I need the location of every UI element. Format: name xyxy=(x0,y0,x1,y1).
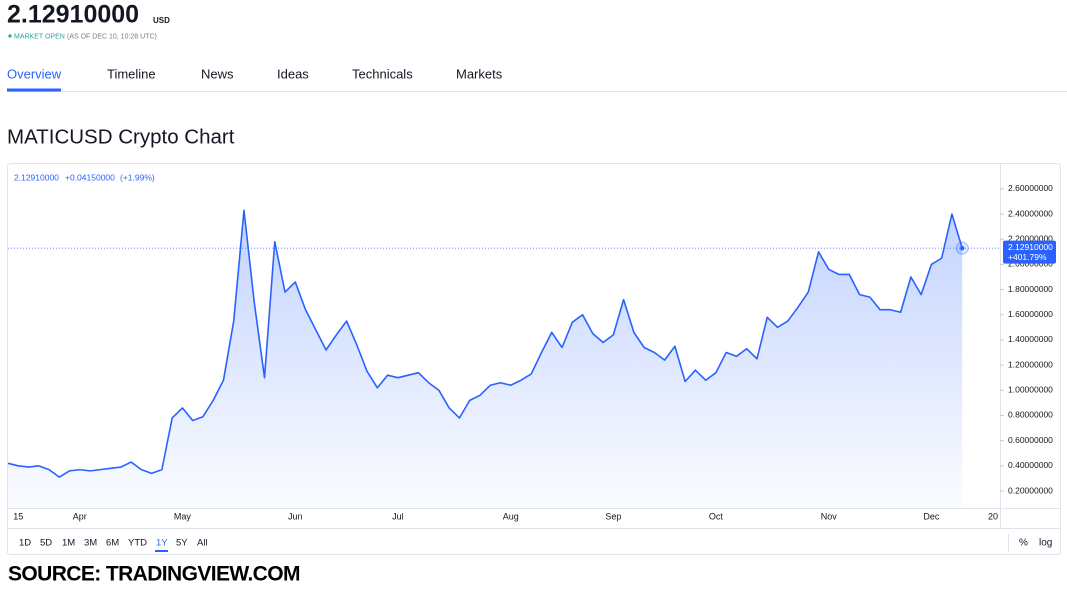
x-tick-label: Nov xyxy=(821,511,838,521)
legend-change: +0.04150000 xyxy=(65,172,115,182)
x-tick-label: Sep xyxy=(605,511,621,521)
range-button[interactable]: 1M xyxy=(62,538,75,549)
range-button[interactable]: 3M xyxy=(84,538,97,549)
last-point xyxy=(959,245,965,251)
market-status: MARKET OPEN xyxy=(14,33,65,40)
price-line xyxy=(7,209,963,478)
as-of: (AS OF DEC 10, 10:28 UTC) xyxy=(67,33,157,40)
source: SOURCE: TRADINGVIEW.COM xyxy=(8,563,300,586)
y-tick-label: 1.40000000 xyxy=(1008,334,1053,344)
last-change-label: +401.79% xyxy=(1008,252,1047,262)
y-tick-label: 0.20000000 xyxy=(1008,485,1053,495)
y-tick-label: 0.60000000 xyxy=(1008,435,1053,445)
range-button[interactable]: All xyxy=(197,538,208,549)
last-price-label: 2.12910000 xyxy=(1008,242,1053,252)
chart-frame xyxy=(7,163,1061,555)
currency: USD xyxy=(153,16,170,25)
tab[interactable]: News xyxy=(201,66,234,81)
area xyxy=(8,210,963,508)
last-price-box xyxy=(1003,240,1056,264)
range-button[interactable]: 1D xyxy=(19,538,31,549)
y-tick-label: 0.80000000 xyxy=(1008,410,1053,420)
x-tick-label: 15 xyxy=(13,511,23,521)
tab[interactable]: Timeline xyxy=(107,66,156,81)
range-button[interactable]: 1Y xyxy=(156,538,168,549)
y-tick-label: 2.20000000 xyxy=(1008,233,1053,243)
x-tick-label: Aug xyxy=(503,511,519,521)
y-tick-label: 0.40000000 xyxy=(1008,460,1053,470)
y-tick-label: 1.20000000 xyxy=(1008,359,1053,369)
section-title: MATICUSD Crypto Chart xyxy=(7,125,235,148)
y-tick-label: 1.00000000 xyxy=(1008,385,1053,395)
tab[interactable]: Markets xyxy=(456,66,503,81)
x-tick-label: May xyxy=(174,511,192,521)
legend-price: 2.12910000 xyxy=(14,172,59,182)
scale-button[interactable]: log xyxy=(1039,538,1052,549)
tab[interactable]: Ideas xyxy=(277,66,309,81)
price: 2.12910000 xyxy=(7,1,139,29)
range-button[interactable]: 6M xyxy=(106,538,119,549)
x-tick-label: 20 xyxy=(988,511,998,521)
tab[interactable]: Overview xyxy=(7,66,62,81)
tab[interactable]: Technicals xyxy=(352,66,413,81)
y-tick-label: 1.60000000 xyxy=(1008,309,1053,319)
range-button[interactable]: 5D xyxy=(40,538,52,549)
legend-change-pct: (+1.99%) xyxy=(120,172,155,182)
x-tick-label: Oct xyxy=(709,511,724,521)
y-tick-label: 1.80000000 xyxy=(1008,284,1053,294)
y-tick-label: 2.60000000 xyxy=(1008,183,1053,193)
x-tick-label: Jul xyxy=(392,511,404,521)
range-button[interactable]: YTD xyxy=(128,538,147,549)
x-tick-label: Jun xyxy=(288,511,303,521)
status-dot xyxy=(8,34,12,38)
x-tick-label: Apr xyxy=(73,511,87,521)
y-tick-label: 2.40000000 xyxy=(1008,208,1053,218)
y-tick-label: 2.00000000 xyxy=(1008,259,1053,269)
x-tick-label: Dec xyxy=(923,511,940,521)
scale-button[interactable]: % xyxy=(1019,538,1028,549)
range-button[interactable]: 5Y xyxy=(176,538,188,549)
